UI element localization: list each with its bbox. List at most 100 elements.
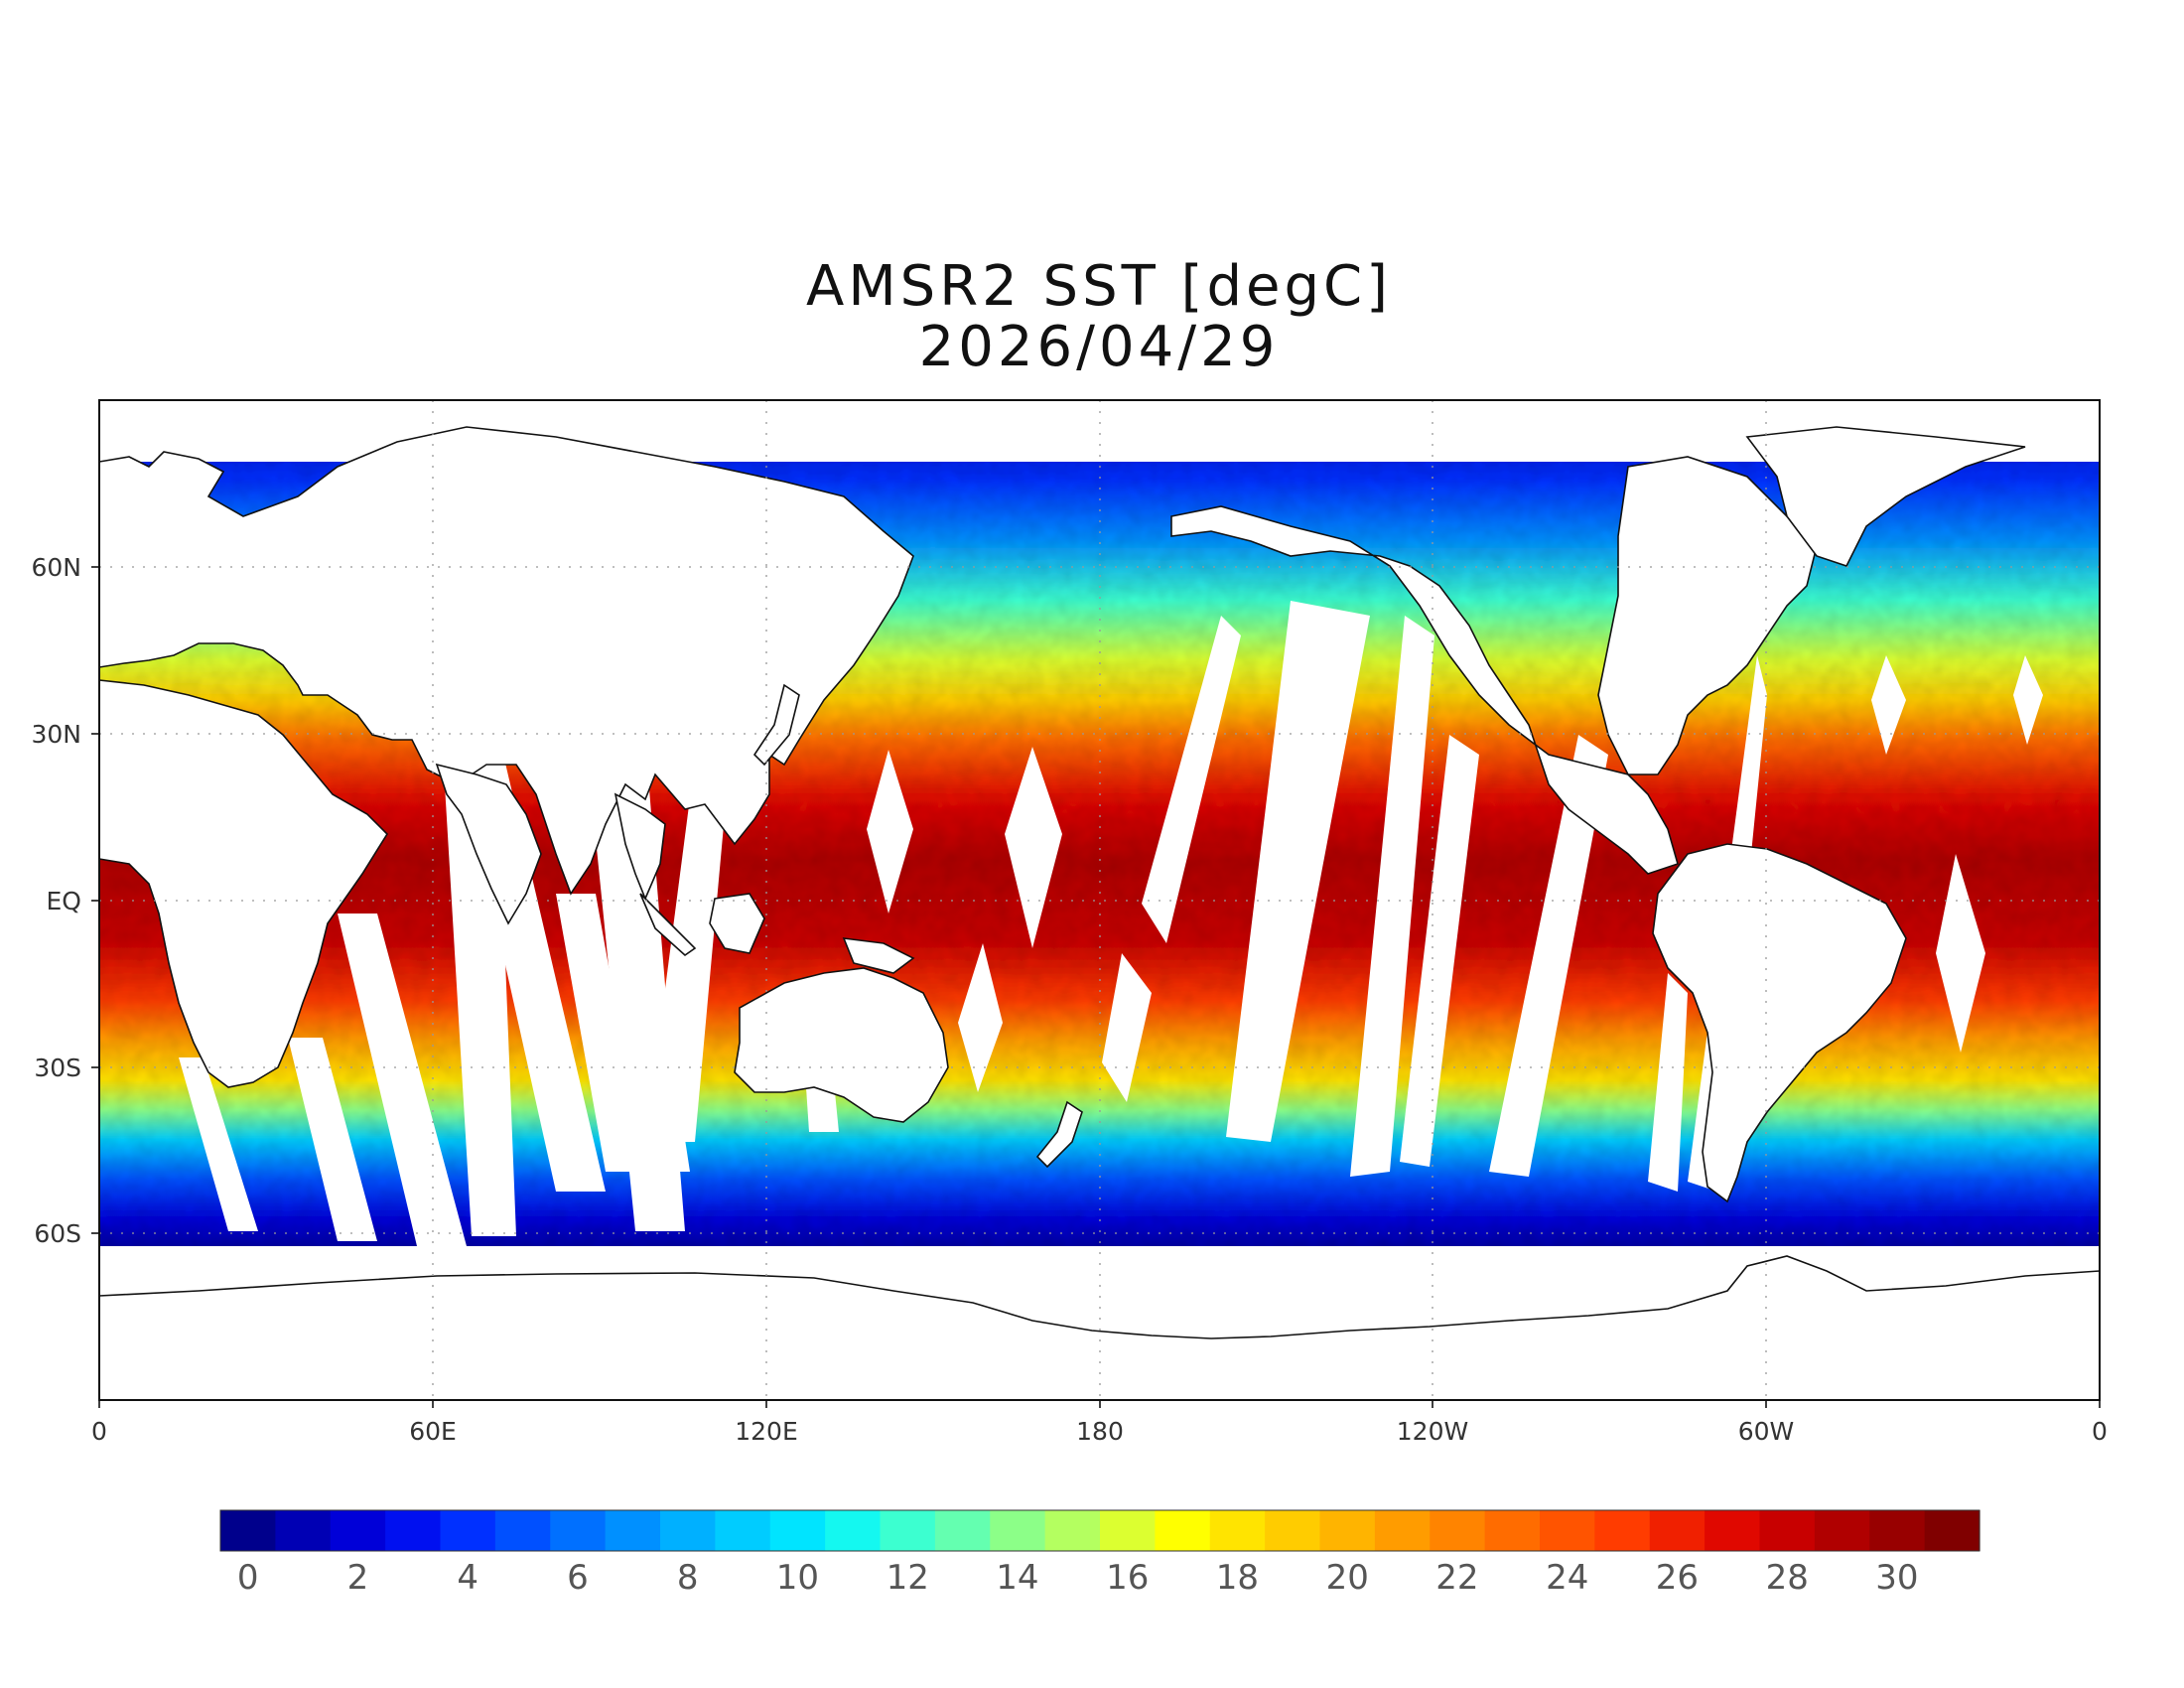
y-tick-label: 60S bbox=[34, 1219, 81, 1248]
colorbar-tick-label: 18 bbox=[1216, 1558, 1259, 1598]
x-tick-label: 180 bbox=[1076, 1417, 1124, 1446]
colorbar-cell bbox=[275, 1510, 332, 1551]
x-tick-label: 0 bbox=[91, 1417, 107, 1446]
colorbar-cell bbox=[1649, 1510, 1706, 1551]
orbit-gap bbox=[1005, 747, 1062, 948]
land-borneo bbox=[709, 893, 765, 954]
colorbar-cell bbox=[1869, 1510, 1926, 1551]
colorbar-tick-label: 16 bbox=[1106, 1558, 1149, 1598]
orbit-gap bbox=[1142, 616, 1241, 943]
land-antarctica bbox=[99, 1255, 2100, 1400]
colorbar-cell bbox=[769, 1510, 826, 1551]
x-tick-label: 0 bbox=[2092, 1417, 2108, 1446]
orbit-gap bbox=[958, 943, 1003, 1092]
orbit-gap bbox=[1400, 735, 1479, 1167]
orbit-gap bbox=[867, 750, 913, 914]
colorbar-cell bbox=[880, 1510, 936, 1551]
orbit-gap bbox=[1871, 655, 1906, 755]
colorbar-cell bbox=[715, 1510, 771, 1551]
orbit-gap bbox=[1648, 973, 1688, 1192]
colorbar-cell bbox=[494, 1510, 551, 1551]
land-india bbox=[435, 763, 542, 925]
colorbar-cell bbox=[1209, 1510, 1266, 1551]
colorbar-frame bbox=[219, 1509, 1980, 1552]
colorbar-cell bbox=[1484, 1510, 1541, 1551]
colorbar-tick-label: 20 bbox=[1326, 1558, 1369, 1598]
land-australia bbox=[734, 967, 949, 1123]
colorbar-cell bbox=[385, 1510, 442, 1551]
colorbar-cell bbox=[1155, 1510, 1211, 1551]
colorbar-cell bbox=[220, 1510, 276, 1551]
x-tick-label: 120W bbox=[1397, 1417, 1468, 1446]
chart-date: 2026/04/29 bbox=[919, 315, 1280, 379]
orbit-gap bbox=[288, 1038, 377, 1241]
colorbar-tick-label: 0 bbox=[237, 1558, 259, 1598]
y-tick-label: 30N bbox=[31, 720, 81, 749]
land-new-guinea bbox=[842, 937, 915, 974]
colorbar-cell bbox=[330, 1510, 386, 1551]
land-sumatra bbox=[639, 893, 697, 957]
colorbar-cell bbox=[605, 1510, 661, 1551]
axis-tick-marks bbox=[91, 566, 2101, 1408]
land-new-zealand bbox=[1035, 1100, 1083, 1169]
colorbar-tick-label: 24 bbox=[1546, 1558, 1588, 1598]
y-axis-labels: 60N 30N EQ 30S 60S bbox=[31, 553, 81, 1248]
orbit-gap bbox=[1936, 854, 1985, 1053]
colorbar-cell bbox=[1594, 1510, 1651, 1551]
colorbar-cell bbox=[1705, 1510, 1761, 1551]
y-tick-label: EQ bbox=[47, 887, 81, 915]
land-greenland bbox=[1745, 426, 2026, 567]
orbit-gap bbox=[179, 1057, 258, 1231]
colorbar: 0 2 4 6 8 10 12 14 16 18 20 22 24 26 28 30 bbox=[219, 1509, 1980, 1598]
land-north-america bbox=[1170, 505, 1679, 875]
land-africa bbox=[99, 679, 389, 1088]
land-eurasia bbox=[99, 426, 914, 896]
colorbar-tick-label: 26 bbox=[1656, 1558, 1699, 1598]
x-tick-label: 60E bbox=[409, 1417, 457, 1446]
sst-map bbox=[99, 400, 2100, 1400]
x-tick-label: 120E bbox=[735, 1417, 798, 1446]
colorbar-cell bbox=[1430, 1510, 1486, 1551]
orbit-gap bbox=[1226, 601, 1370, 1142]
colorbar-cell bbox=[990, 1510, 1046, 1551]
orbit-gap bbox=[1102, 953, 1152, 1102]
colorbar-cell bbox=[1374, 1510, 1431, 1551]
chart-title: AMSR2 SST [degC] bbox=[806, 254, 1392, 319]
colorbar-tick-label: 6 bbox=[567, 1558, 589, 1598]
colorbar-tick-label: 22 bbox=[1435, 1558, 1478, 1598]
land-south-america bbox=[1652, 843, 1907, 1203]
colorbar-cell bbox=[825, 1510, 882, 1551]
colorbar-cell bbox=[440, 1510, 496, 1551]
colorbar-cell bbox=[660, 1510, 716, 1551]
colorbar-tick-label: 30 bbox=[1875, 1558, 1918, 1598]
y-tick-label: 30S bbox=[34, 1054, 81, 1082]
colorbar-tick-label: 8 bbox=[677, 1558, 699, 1598]
colorbar-tick-label: 4 bbox=[457, 1558, 478, 1598]
orbit-gap bbox=[1350, 616, 1434, 1177]
land-se-asia bbox=[614, 792, 666, 902]
colorbar-cell bbox=[1814, 1510, 1870, 1551]
x-axis-labels: 0 60E 120E 180 120W 60W 0 bbox=[91, 1417, 2108, 1446]
colorbar-cell bbox=[1319, 1510, 1376, 1551]
colorbar-labels: 0 2 4 6 8 10 12 14 16 18 20 22 24 26 28 30 bbox=[237, 1558, 1919, 1598]
colorbar-cells bbox=[220, 1510, 1980, 1551]
colorbar-cell bbox=[1265, 1510, 1321, 1551]
colorbar-tick-label: 28 bbox=[1766, 1558, 1809, 1598]
x-tick-label: 60W bbox=[1738, 1417, 1795, 1446]
colorbar-cell bbox=[1540, 1510, 1595, 1551]
orbit-gap bbox=[338, 914, 467, 1246]
colorbar-cell bbox=[1924, 1510, 1980, 1551]
colorbar-tick-label: 14 bbox=[996, 1558, 1038, 1598]
land-japan bbox=[752, 683, 800, 767]
colorbar-tick-label: 10 bbox=[776, 1558, 819, 1598]
colorbar-cell bbox=[550, 1510, 607, 1551]
colorbar-cell bbox=[1100, 1510, 1156, 1551]
colorbar-tick-label: 12 bbox=[887, 1558, 929, 1598]
colorbar-cell bbox=[1044, 1510, 1101, 1551]
land-masses bbox=[99, 426, 2100, 1400]
orbit-gap bbox=[2013, 655, 2043, 745]
colorbar-cell bbox=[1759, 1510, 1816, 1551]
y-tick-label: 60N bbox=[31, 553, 81, 582]
orbit-gap bbox=[1489, 735, 1608, 1177]
